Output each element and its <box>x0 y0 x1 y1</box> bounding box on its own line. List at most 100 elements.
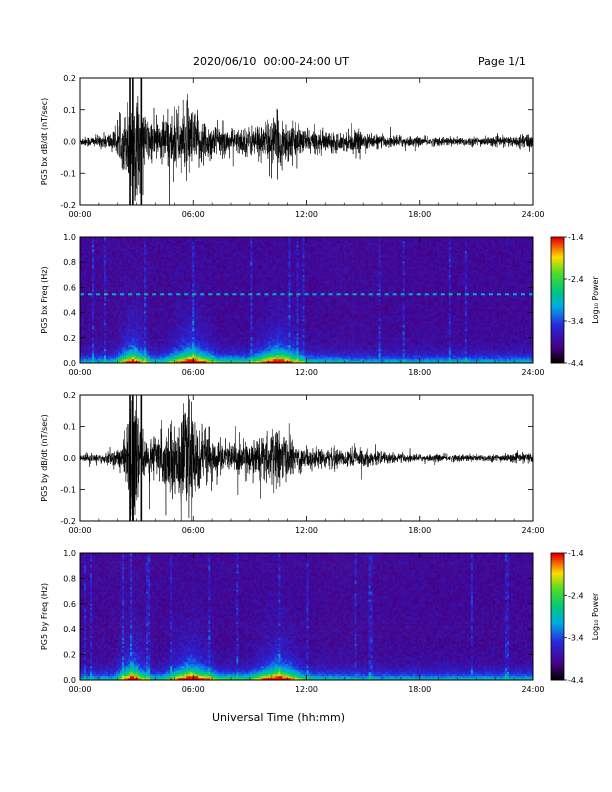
heatmap-cell <box>228 307 231 310</box>
heatmap-cell <box>210 315 213 318</box>
heatmap-cell <box>80 251 83 254</box>
heatmap-cell <box>98 321 101 324</box>
heatmap-cell <box>228 339 231 342</box>
heatmap-cell <box>168 311 171 314</box>
heatmap-cell <box>226 315 229 318</box>
heatmap-cell <box>124 259 127 262</box>
heatmap-cell <box>184 259 187 262</box>
heatmap-cell <box>224 319 227 322</box>
heatmap-cell <box>200 259 203 262</box>
heatmap-cell <box>100 349 103 352</box>
heatmap-cell <box>110 301 113 304</box>
heatmap-cell <box>80 283 83 286</box>
heatmap-cell <box>230 253 233 256</box>
heatmap-cell <box>92 253 95 256</box>
heatmap-cell <box>184 241 187 244</box>
heatmap-cell <box>148 311 151 314</box>
heatmap-cell <box>164 345 167 348</box>
heatmap-cell <box>170 261 173 264</box>
heatmap-cell <box>202 343 205 346</box>
heatmap-cell <box>234 289 237 292</box>
heatmap-cell <box>96 315 99 318</box>
heatmap-cell <box>158 265 161 268</box>
heatmap-cell <box>212 357 215 360</box>
heatmap-cell <box>108 299 111 302</box>
heatmap-cell <box>180 237 183 240</box>
heatmap-cell <box>142 279 145 282</box>
heatmap-cell <box>218 339 221 342</box>
heatmap-cell <box>196 241 199 244</box>
heatmap-cell <box>168 277 171 280</box>
heatmap-cell <box>218 359 221 362</box>
heatmap-cell <box>178 251 181 254</box>
heatmap-cell <box>116 359 119 362</box>
heatmap-cell <box>82 299 85 302</box>
heatmap-cell <box>128 355 131 358</box>
heatmap-cell <box>208 253 211 256</box>
heatmap-cell <box>112 243 115 246</box>
heatmap-cell <box>216 263 219 266</box>
heatmap-cell <box>122 341 125 344</box>
heatmap-cell <box>102 281 105 284</box>
heatmap-cell <box>132 343 135 346</box>
heatmap-cell <box>144 327 147 330</box>
heatmap-cell <box>226 335 229 338</box>
heatmap-cell <box>104 345 107 348</box>
heatmap-cell <box>192 313 195 316</box>
heatmap-cell <box>200 307 203 310</box>
heatmap-cell <box>170 325 173 328</box>
heatmap-cell <box>80 315 83 318</box>
heatmap-cell <box>114 271 117 274</box>
heatmap-cell <box>218 317 221 320</box>
heatmap-cell <box>122 289 125 292</box>
heatmap-cell <box>160 333 163 336</box>
heatmap-cell <box>188 255 191 258</box>
heatmap-cell <box>122 305 125 308</box>
heatmap-cell <box>90 247 93 250</box>
heatmap-cell <box>106 291 109 294</box>
heatmap-cell <box>204 243 207 246</box>
heatmap-cell <box>202 287 205 290</box>
heatmap-cell <box>206 285 209 288</box>
heatmap-cell <box>218 271 221 274</box>
heatmap-cell <box>182 291 185 294</box>
heatmap-cell <box>138 321 141 324</box>
heatmap-cell <box>138 349 141 352</box>
heatmap-cell <box>214 295 217 298</box>
heatmap-cell <box>148 249 151 252</box>
heatmap-cell <box>228 311 231 314</box>
heatmap-cell <box>86 347 89 350</box>
heatmap-cell <box>188 315 191 318</box>
heatmap-cell <box>128 335 131 338</box>
heatmap-cell <box>138 333 141 336</box>
heatmap-cell <box>150 315 153 318</box>
heatmap-cell <box>108 277 111 280</box>
heatmap-cell <box>178 357 181 360</box>
heatmap-cell <box>160 293 163 296</box>
heatmap-cell <box>86 277 89 280</box>
heatmap-cell <box>166 315 169 318</box>
heatmap-cell <box>186 329 189 332</box>
heatmap-cell <box>220 257 223 260</box>
heatmap-cell <box>176 251 179 254</box>
heatmap-cell <box>160 255 163 258</box>
heatmap-cell <box>176 269 179 272</box>
heatmap-cell <box>142 253 145 256</box>
heatmap-cell <box>226 247 229 250</box>
heatmap-cell <box>120 277 123 280</box>
heatmap-cell <box>172 263 175 266</box>
heatmap-cell <box>116 309 119 312</box>
heatmap-cell <box>178 303 181 306</box>
heatmap-cell <box>134 359 137 362</box>
heatmap-cell <box>142 353 145 356</box>
heatmap-cell <box>150 333 153 336</box>
heatmap-cell <box>138 267 141 270</box>
heatmap-cell <box>138 313 141 316</box>
heatmap-cell <box>110 243 113 246</box>
heatmap-cell <box>166 329 169 332</box>
heatmap-cell <box>200 251 203 254</box>
heatmap-cell <box>194 237 197 240</box>
heatmap-cell <box>94 255 97 258</box>
heatmap-cell <box>82 263 85 266</box>
heatmap-cell <box>152 249 155 252</box>
